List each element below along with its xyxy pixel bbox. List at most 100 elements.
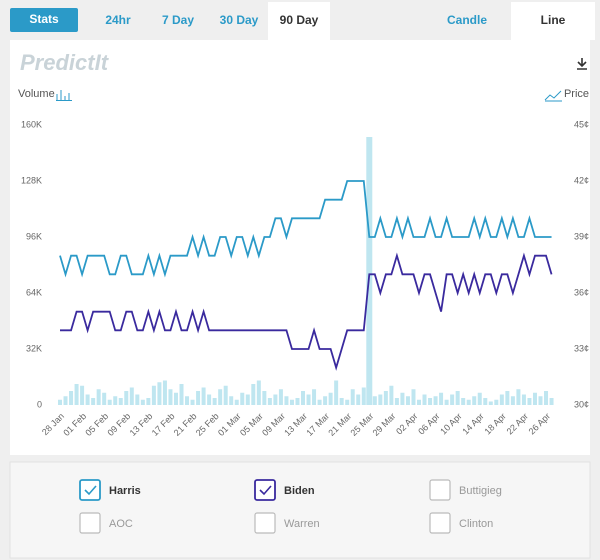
- hover-band: [366, 137, 373, 405]
- volume-bar: [532, 392, 537, 405]
- volume-bar: [450, 394, 455, 405]
- legend-label[interactable]: AOC: [109, 518, 133, 530]
- volume-bar: [74, 384, 79, 405]
- volume-bar: [168, 389, 173, 405]
- y2-tick-label: 30¢: [574, 399, 589, 409]
- legend-label[interactable]: Buttigieg: [459, 485, 502, 497]
- volume-bar: [85, 394, 90, 405]
- legend-checkbox[interactable]: [79, 479, 101, 501]
- volume-bar: [394, 398, 399, 405]
- volume-bar: [273, 394, 278, 405]
- volume-bar: [312, 389, 317, 405]
- volume-bar: [301, 391, 306, 405]
- volume-bar: [267, 398, 272, 405]
- tab-selected: [268, 2, 330, 40]
- volume-bar: [196, 391, 201, 405]
- y-axis-label: Volume: [18, 88, 55, 100]
- volume-bar: [151, 385, 156, 405]
- volume-bar: [91, 398, 96, 405]
- volume-bar: [124, 391, 129, 405]
- volume-bar: [383, 391, 388, 405]
- volume-bar: [190, 399, 195, 405]
- volume-bar: [472, 396, 477, 405]
- y-tick-label: 32K: [26, 343, 42, 353]
- legend-checkbox[interactable]: [429, 479, 451, 501]
- volume-bar: [234, 399, 239, 405]
- y2-tick-label: 36¢: [574, 287, 589, 297]
- volume-bar: [179, 384, 184, 405]
- y-tick-label: 128K: [21, 175, 42, 185]
- tab[interactable]: 24hr: [105, 13, 131, 27]
- y-tick-label: 160K: [21, 119, 42, 129]
- y-tick-label: 64K: [26, 287, 42, 297]
- price-line: [59, 180, 552, 278]
- volume-bar: [416, 399, 421, 405]
- volume-bar: [201, 387, 206, 405]
- price-icon: [544, 90, 562, 102]
- volume-bar: [323, 396, 328, 405]
- volume-bar: [334, 380, 339, 405]
- legend-label[interactable]: Clinton: [459, 518, 493, 530]
- legend-label[interactable]: Biden: [284, 485, 315, 497]
- volume-bar: [428, 398, 433, 405]
- volume-bar: [350, 389, 355, 405]
- legend-label[interactable]: Warren: [284, 518, 320, 530]
- volume-bar: [505, 391, 510, 405]
- checkmark: [259, 485, 272, 496]
- volume-bar: [63, 396, 68, 405]
- volume-bar: [135, 394, 140, 405]
- volume-bar: [499, 394, 504, 405]
- volume-bar: [140, 399, 145, 405]
- volume-bar: [510, 396, 515, 405]
- download-icon[interactable]: [577, 58, 587, 70]
- tab[interactable]: 7 Day: [162, 13, 194, 27]
- price-line: [60, 252, 553, 371]
- volume-bar: [544, 391, 549, 405]
- y2-axis-label: Price: [564, 88, 589, 100]
- volume-bar: [483, 398, 488, 405]
- volume-bar: [146, 398, 151, 405]
- tab[interactable]: 90 Day: [280, 13, 319, 27]
- volume-bar: [207, 394, 212, 405]
- y-tick-label: 96K: [26, 231, 42, 241]
- volume-bar: [328, 392, 333, 405]
- volume-bar: [549, 398, 554, 405]
- volume-bar: [295, 398, 300, 405]
- view-tab[interactable]: Candle: [447, 13, 487, 27]
- volume-bar: [372, 396, 377, 405]
- volume-bar: [538, 396, 543, 405]
- volume-bar: [113, 396, 118, 405]
- volume-bar: [444, 399, 449, 405]
- volume-bar: [278, 389, 283, 405]
- legend-checkbox[interactable]: [254, 479, 276, 501]
- volume-bar: [378, 394, 383, 405]
- volume-bar: [284, 396, 289, 405]
- stats-button[interactable]: [10, 8, 78, 32]
- volume-bar: [262, 391, 267, 405]
- logo: PredictIt: [20, 50, 110, 75]
- volume-bar: [317, 399, 322, 405]
- volume-bar: [516, 389, 521, 405]
- tab[interactable]: 30 Day: [220, 13, 259, 27]
- legend-label[interactable]: Harris: [109, 485, 141, 497]
- legend-checkbox[interactable]: [254, 512, 276, 534]
- volume-bar: [400, 392, 405, 405]
- y2-tick-label: 39¢: [574, 231, 589, 241]
- volume-bar: [212, 398, 217, 405]
- volume-bar: [185, 396, 190, 405]
- y2-tick-label: 42¢: [574, 175, 589, 185]
- volume-bar: [527, 398, 532, 405]
- volume-bar: [494, 399, 499, 405]
- view-tab[interactable]: Line: [541, 13, 566, 27]
- volume-bar: [129, 387, 134, 405]
- legend-checkbox[interactable]: [79, 512, 101, 534]
- volume-bar: [345, 399, 350, 405]
- stats-label: Stats: [29, 12, 59, 26]
- legend-checkbox[interactable]: [429, 512, 451, 534]
- volume-bar: [240, 392, 245, 405]
- volume-bar: [80, 385, 85, 405]
- volume-bar: [477, 392, 482, 405]
- volume-bar: [256, 380, 261, 405]
